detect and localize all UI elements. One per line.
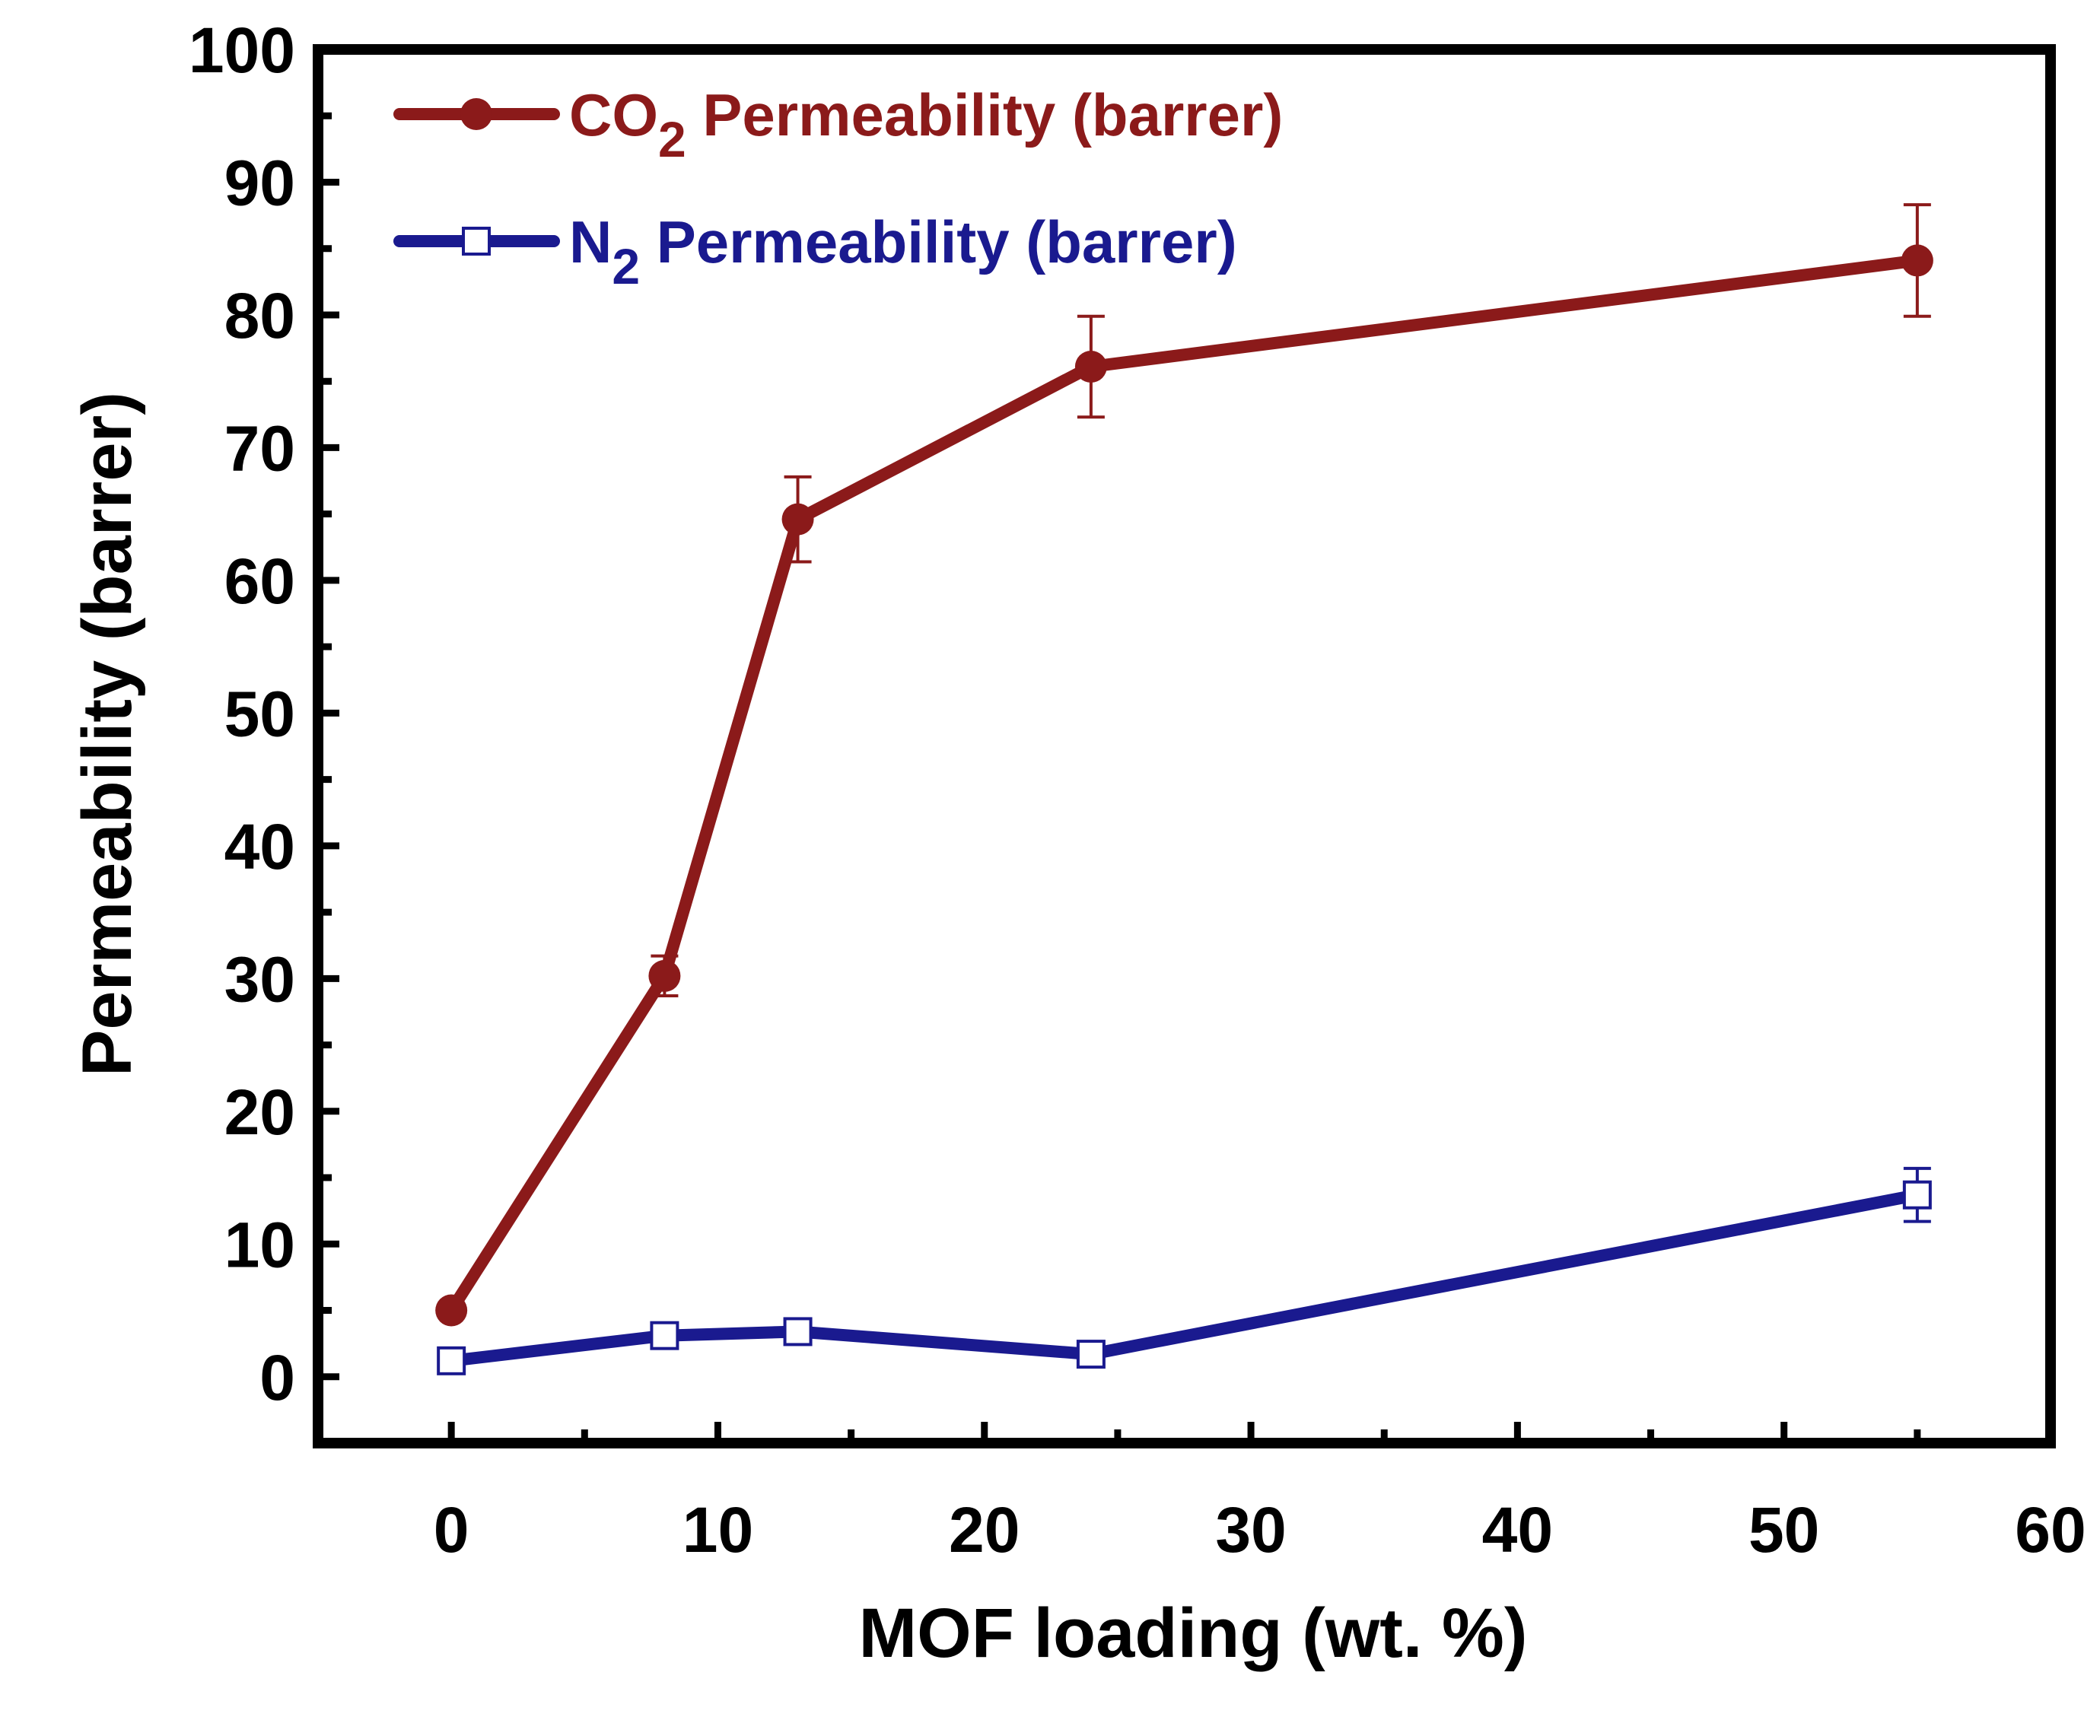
y-tick-label: 50 [224,678,295,749]
ticks-layer: 0 10 20 30 40 50 60 0 10 20 30 40 50 60 70 80 90 100 [189,14,2086,1566]
data-point [1076,1340,1106,1369]
y-tick-label: 90 [224,147,295,218]
y-tick-label: 30 [224,943,295,1015]
legend-label-rest: Permeability (barrer) [640,208,1237,275]
legend-marker [462,227,491,256]
data-point [1901,244,1933,277]
y-tick-label: 10 [224,1209,295,1280]
legend-label-rest: Permeability (barrer) [686,81,1284,148]
data-point [781,503,814,536]
data-point [783,1317,813,1347]
legend-item-n2: N2 Permeability (barrer) [393,208,1237,294]
x-tick-label: 60 [2015,1494,2086,1566]
y-tick-label: 0 [259,1342,295,1413]
series-co2 [435,203,1933,1327]
data-point [650,1321,679,1350]
y-tick-label: 100 [189,14,295,86]
data-point [1074,350,1107,383]
data-point [648,959,681,992]
y-tick-label: 60 [224,545,295,617]
x-tick-label: 20 [949,1494,1020,1566]
x-tick-label: 50 [1748,1494,1819,1566]
legend-label: CO2 Permeability (barrer) [569,81,1283,167]
legend-marker [460,98,492,130]
x-tick-label: 0 [434,1494,469,1566]
data-point [1902,1180,1932,1210]
x-tick-label: 30 [1215,1494,1286,1566]
data-point [435,1294,468,1327]
legend-label: N2 Permeability (barrer) [569,208,1237,294]
series-layer [435,203,1933,1375]
legend-label-subscript: 2 [658,111,686,167]
plot-frame [313,44,2056,1448]
legend: CO2 Permeability (barrer)N2 Permeability… [393,81,1283,294]
y-axis-label: Permeability (barrer) [68,392,146,1076]
legend-label-main: N [569,208,612,275]
y-tick-label: 70 [224,412,295,484]
legend-label-subscript: 2 [612,238,640,294]
data-point [437,1346,466,1375]
y-tick-label: 20 [224,1076,295,1148]
x-axis-label: MOF loading (wt. %) [859,1595,1528,1672]
legend-label-main: CO [569,81,658,148]
x-tick-label: 40 [1482,1494,1553,1566]
y-tick-label: 40 [224,811,295,882]
x-tick-label: 10 [682,1494,753,1566]
series-n2 [437,1166,1932,1375]
legend-item-co2: CO2 Permeability (barrer) [393,81,1283,167]
y-tick-label: 80 [224,280,295,351]
